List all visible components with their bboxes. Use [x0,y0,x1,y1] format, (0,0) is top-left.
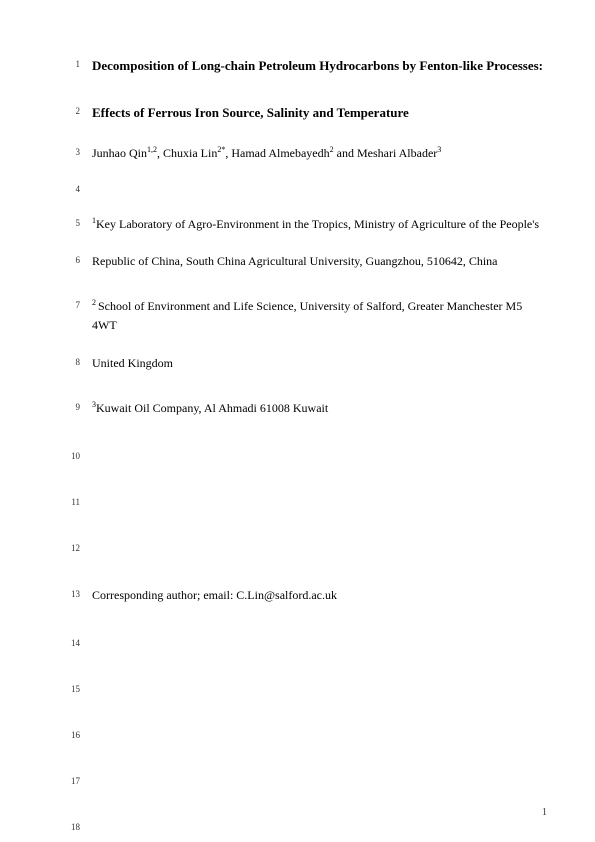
page-number: 1 [542,807,547,818]
empty-line [92,819,547,835]
line-number: 3 [60,144,80,157]
affiliation-1a: 1Key Laboratory of Agro-Environment in t… [92,215,547,234]
affiliation-2b: United Kingdom [92,354,547,373]
empty-line [92,540,547,556]
line-number: 15 [60,681,80,694]
line-number: 13 [60,586,80,599]
line-number: 17 [60,773,80,786]
title-line-2: Effects of Ferrous Iron Source, Salinity… [92,103,547,124]
line-number: 1 [60,56,80,69]
line-number: 2 [60,103,80,116]
empty-line [92,773,547,789]
line-number: 16 [60,727,80,740]
line-number: 8 [60,354,80,367]
corresponding-author: Corresponding author; email: C.Lin@salfo… [92,586,547,605]
line-number: 10 [60,448,80,461]
empty-line [92,494,547,510]
line-number: 9 [60,399,80,412]
line-number: 5 [60,215,80,228]
title-line-1: Decomposition of Long-chain Petroleum Hy… [92,56,547,77]
affiliation-1b: Republic of China, South China Agricultu… [92,252,547,271]
line-number: 4 [60,181,80,194]
line-number: 14 [60,635,80,648]
empty-line [92,635,547,651]
affiliation-3: 3Kuwait Oil Company, Al Ahmadi 61008 Kuw… [92,399,547,418]
empty-line [92,681,547,697]
affiliation-2a: 2 School of Environment and Life Science… [92,297,547,335]
authors-line: Junhao Qin1,2, Chuxia Lin2*, Hamad Almeb… [92,144,547,163]
empty-line [92,727,547,743]
empty-line [92,448,547,464]
line-number: 7 [60,297,80,310]
line-number: 12 [60,540,80,553]
line-number: 6 [60,252,80,265]
line-number: 18 [60,819,80,832]
line-number: 11 [60,494,80,507]
empty-line [92,181,547,197]
